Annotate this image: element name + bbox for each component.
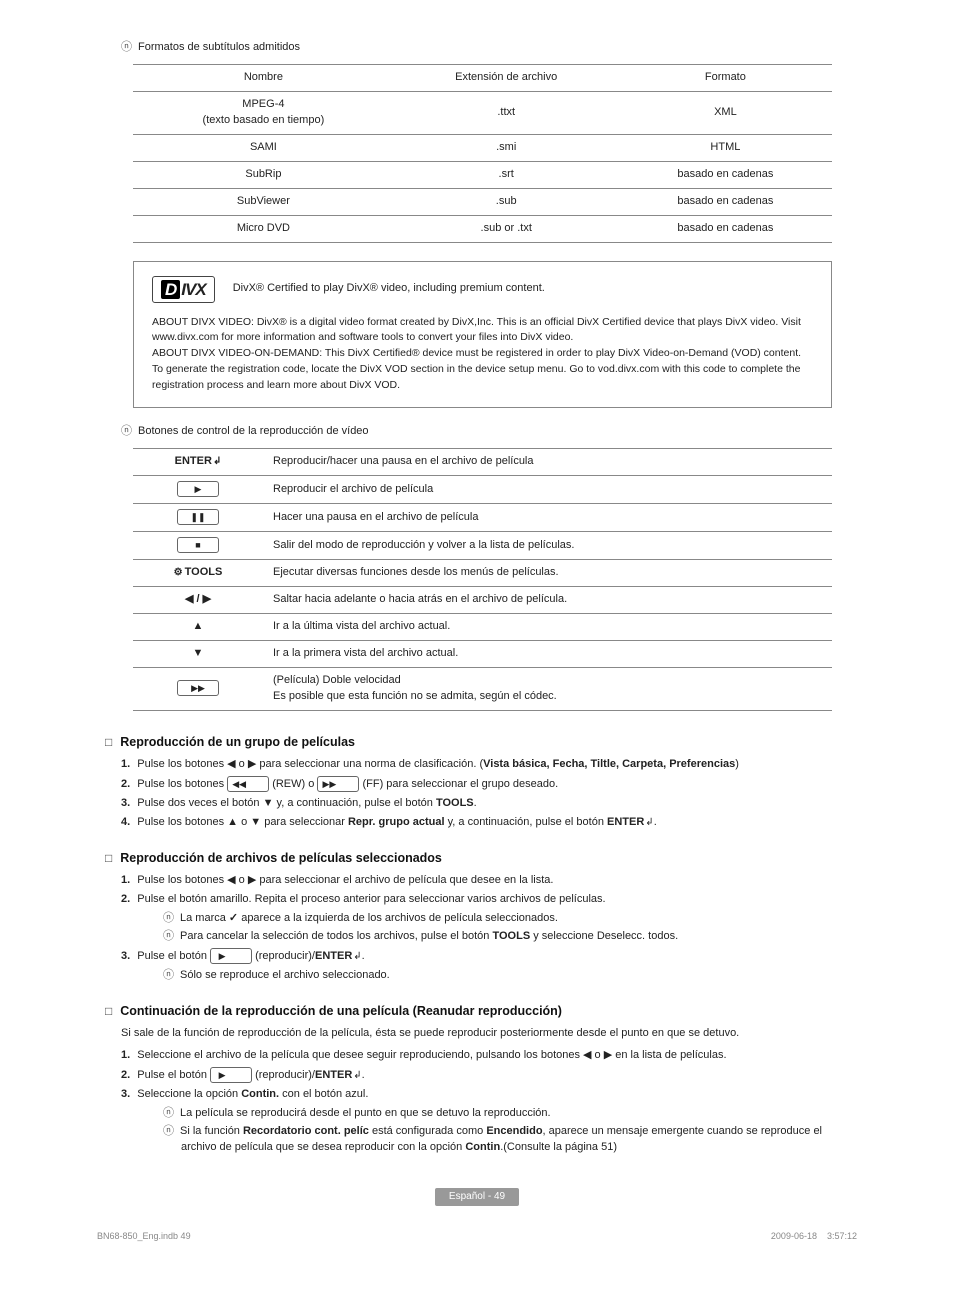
table-row: ENTERReproducir/hacer una pausa en el ar… xyxy=(133,449,832,476)
table-cell: .srt xyxy=(394,161,619,188)
table-cell: MPEG-4(texto basado en tiempo) xyxy=(133,91,394,134)
section-selected-title: Reproducción de archivos de películas se… xyxy=(105,849,857,867)
control-key: ❚❚ xyxy=(133,504,263,532)
table-cell: .sub or .txt xyxy=(394,215,619,242)
table-row: ▶Reproducir el archivo de película xyxy=(133,476,832,504)
subtitle-formats-table: Nombre Extensión de archivo Formato MPEG… xyxy=(133,64,832,243)
divx-headline: DivX® Certified to play DivX® video, inc… xyxy=(233,281,545,297)
group-steps: 1. Pulse los botones ◀ o ▶ para seleccio… xyxy=(121,757,857,831)
table-row: ▲Ir a la última vista del archivo actual… xyxy=(133,613,832,640)
table-row: ■Salir del modo de reproducción y volver… xyxy=(133,532,832,560)
step: 4. Pulse los botones ▲ o ▼ para seleccio… xyxy=(121,815,857,831)
resume-steps: 1. Seleccione el archivo de la película … xyxy=(121,1048,857,1156)
control-key: ▲ xyxy=(133,613,263,640)
page-label: Español - 49 xyxy=(435,1188,519,1207)
sub-note: La marca aparece a la izquierda de los a… xyxy=(163,911,857,927)
table-row: MPEG-4(texto basado en tiempo).ttxtXML xyxy=(133,91,832,134)
divx-body: ABOUT DIVX VIDEO: DivX® is a digital vid… xyxy=(152,315,813,394)
table-cell: HTML xyxy=(619,134,833,161)
note-video-controls: Botones de control de la reproducción de… xyxy=(121,424,857,440)
control-key: ▶ xyxy=(133,476,263,504)
col-nombre: Nombre xyxy=(133,64,394,91)
table-cell: .sub xyxy=(394,188,619,215)
control-key: ■ xyxy=(133,532,263,560)
table-cell: basado en cadenas xyxy=(619,188,833,215)
table-cell: SubRip xyxy=(133,161,394,188)
table-cell: .ttxt xyxy=(394,91,619,134)
resume-intro: Si sale de la función de reproducción de… xyxy=(121,1026,857,1042)
table-cell: XML xyxy=(619,91,833,134)
step: 1. Pulse los botones ◀ o ▶ para seleccio… xyxy=(121,873,857,889)
control-desc: Hacer una pausa en el archivo de películ… xyxy=(263,504,832,532)
table-cell: basado en cadenas xyxy=(619,215,833,242)
sub-note: La película se reproducirá desde el punt… xyxy=(163,1106,857,1122)
table-cell: basado en cadenas xyxy=(619,161,833,188)
table-row: Micro DVD.sub or .txtbasado en cadenas xyxy=(133,215,832,242)
step: 2. Pulse los botones ◀◀ (REW) o ▶▶ (FF) … xyxy=(121,776,857,793)
control-desc: Salir del modo de reproducción y volver … xyxy=(263,532,832,560)
step: 3. Pulse dos veces el botón ▼ y, a conti… xyxy=(121,796,857,812)
step: 3. Seleccione la opción Contin. con el b… xyxy=(121,1087,857,1103)
col-extension: Extensión de archivo xyxy=(394,64,619,91)
step: 1. Seleccione el archivo de la película … xyxy=(121,1048,857,1064)
doc-footer: BN68-850_Eng.indb 49 2009-06-18 3:57:12 xyxy=(97,1230,857,1243)
table-row: SubRip.srtbasado en cadenas xyxy=(133,161,832,188)
table-row: SAMI.smiHTML xyxy=(133,134,832,161)
step: 2. Pulse el botón ▶ (reproducir)/ENTER. xyxy=(121,1067,857,1084)
control-desc: Ir a la última vista del archivo actual. xyxy=(263,613,832,640)
table-cell: Micro DVD xyxy=(133,215,394,242)
table-cell: .smi xyxy=(394,134,619,161)
control-key: ENTER xyxy=(133,449,263,476)
table-row: ❚❚Hacer una pausa en el archivo de pelíc… xyxy=(133,504,832,532)
control-key: TOOLS xyxy=(133,559,263,586)
sub-note: Sólo se reproduce el archivo seleccionad… xyxy=(163,968,857,984)
control-desc: Saltar hacia adelante o hacia atrás en e… xyxy=(263,586,832,613)
table-row: ▼Ir a la primera vista del archivo actua… xyxy=(133,640,832,667)
section-group-title: Reproducción de un grupo de películas xyxy=(105,733,857,751)
divx-logo: DIVX xyxy=(152,276,215,303)
step: 3. Pulse el botón ▶ (reproducir)/ENTER. xyxy=(121,948,857,965)
sub-note: Si la función Recordatorio cont. pelíc e… xyxy=(163,1124,857,1156)
col-formato: Formato xyxy=(619,64,833,91)
control-desc: (Película) Doble velocidadEs posible que… xyxy=(263,667,832,710)
divx-box: DIVX DivX® Certified to play DivX® video… xyxy=(133,261,832,409)
step: 2. Pulse el botón amarillo. Repita el pr… xyxy=(121,892,857,908)
page-footer: Español - 49 xyxy=(97,1188,857,1207)
divx-logo-rest: IVX xyxy=(181,281,205,298)
step: 1. Pulse los botones ◀ o ▶ para seleccio… xyxy=(121,757,857,773)
table-cell: SubViewer xyxy=(133,188,394,215)
note-subtitle-formats: Formatos de subtítulos admitidos xyxy=(121,40,857,56)
selected-steps: 1. Pulse los botones ◀ o ▶ para seleccio… xyxy=(121,873,857,984)
control-desc: Reproducir/hacer una pausa en el archivo… xyxy=(263,449,832,476)
table-row: ◀ / ▶Saltar hacia adelante o hacia atrás… xyxy=(133,586,832,613)
table-header-row: Nombre Extensión de archivo Formato xyxy=(133,64,832,91)
table-row: ▶▶(Película) Doble velocidadEs posible q… xyxy=(133,667,832,710)
section-resume-title: Continuación de la reproducción de una p… xyxy=(105,1002,857,1020)
control-desc: Ir a la primera vista del archivo actual… xyxy=(263,640,832,667)
control-key: ▶▶ xyxy=(133,667,263,710)
video-controls-table: ENTERReproducir/hacer una pausa en el ar… xyxy=(133,448,832,710)
table-row: TOOLSEjecutar diversas funciones desde l… xyxy=(133,559,832,586)
divx-logo-d: D xyxy=(161,280,180,299)
control-key: ◀ / ▶ xyxy=(133,586,263,613)
control-key: ▼ xyxy=(133,640,263,667)
control-desc: Reproducir el archivo de película xyxy=(263,476,832,504)
sub-note: Para cancelar la selección de todos los … xyxy=(163,929,857,945)
table-cell: SAMI xyxy=(133,134,394,161)
table-row: SubViewer.subbasado en cadenas xyxy=(133,188,832,215)
control-desc: Ejecutar diversas funciones desde los me… xyxy=(263,559,832,586)
doc-footer-right: 2009-06-18 3:57:12 xyxy=(771,1230,857,1243)
doc-footer-left: BN68-850_Eng.indb 49 xyxy=(97,1230,191,1243)
